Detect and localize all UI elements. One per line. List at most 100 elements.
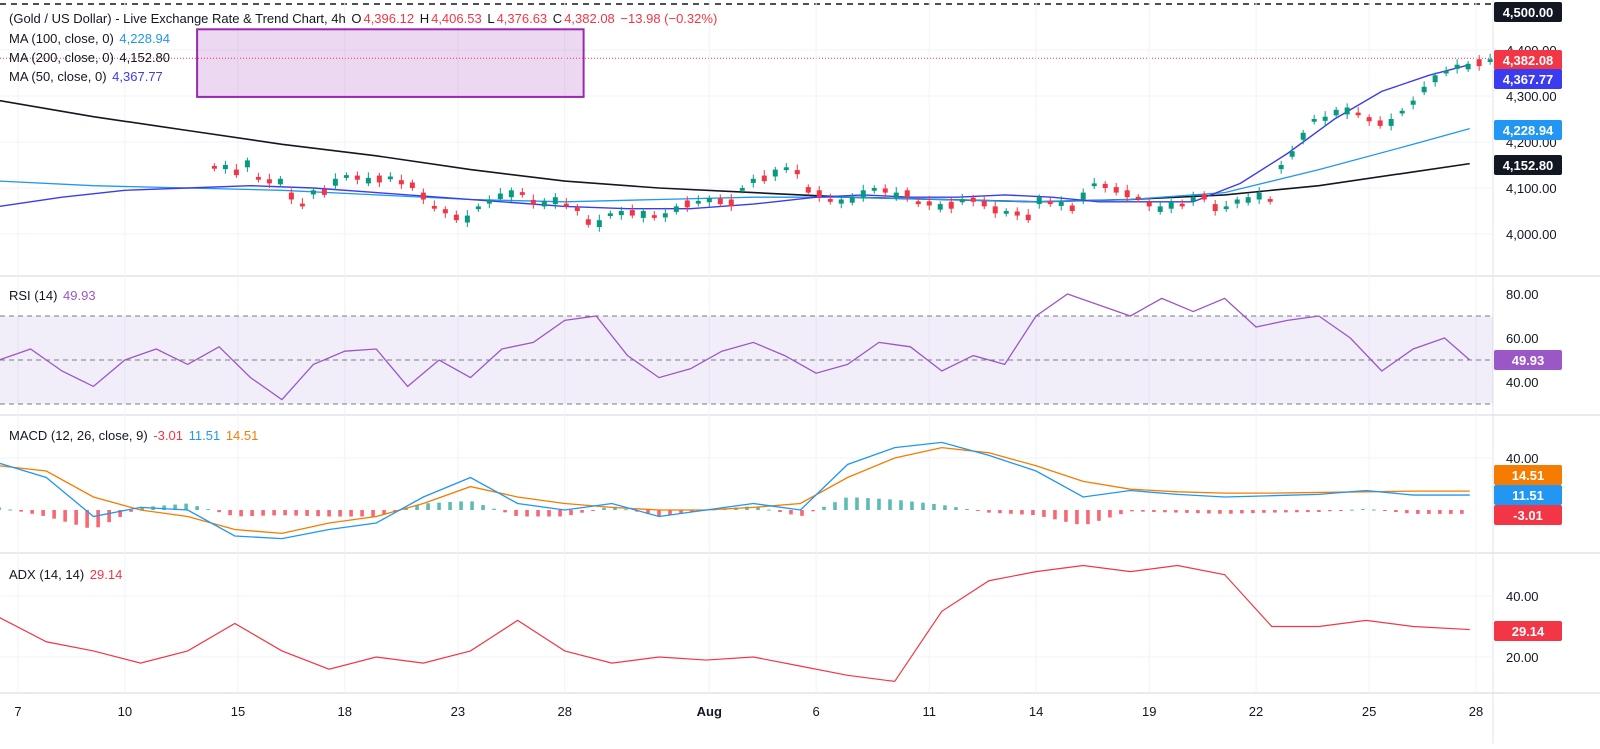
price-badge-label: 29.14 xyxy=(1512,624,1545,639)
macd-histogram-bar xyxy=(107,510,111,523)
candle-body xyxy=(1278,165,1284,170)
candle-body xyxy=(420,192,426,200)
macd-histogram-bar xyxy=(19,510,23,512)
time-tick-label: 28 xyxy=(558,704,572,719)
price-badge xyxy=(1494,2,1562,22)
price-badge-label: 14.51 xyxy=(1512,468,1545,483)
candle-body xyxy=(1366,117,1372,122)
candle-body xyxy=(1234,199,1240,204)
macd-histogram-bar xyxy=(910,501,914,510)
macd-histogram-bar xyxy=(1053,510,1057,520)
candle-body xyxy=(1014,211,1020,216)
candle-body xyxy=(1190,197,1196,202)
candle-body xyxy=(1036,197,1042,205)
candle-body xyxy=(629,210,635,216)
candle-body xyxy=(805,187,811,193)
macd-histogram-bar xyxy=(855,497,859,510)
ma100-legend: MA (100, close, 0) 4,228.94 xyxy=(9,31,172,46)
candle-body xyxy=(1212,204,1218,211)
macd-histogram-bar xyxy=(965,508,969,510)
macd-histogram-bar xyxy=(1405,510,1409,514)
candle-body xyxy=(959,199,965,203)
macd-histogram-bar xyxy=(844,497,848,510)
adx-tick-label: 20.00 xyxy=(1506,650,1539,665)
macd-histogram-bar xyxy=(1350,509,1354,511)
macd-histogram-bar xyxy=(1229,510,1233,514)
candle-body xyxy=(277,178,283,185)
macd-histogram-bar xyxy=(536,510,540,517)
time-tick-label: 22 xyxy=(1249,704,1263,719)
candle-body xyxy=(1399,110,1405,114)
candle-body xyxy=(816,190,822,198)
candle-body xyxy=(827,199,833,202)
macd-histogram-bar xyxy=(30,510,34,514)
candle-body xyxy=(1091,183,1097,187)
macd-histogram-bar xyxy=(866,498,870,510)
macd-histogram-bar xyxy=(1031,510,1035,516)
macd-histogram-bar xyxy=(822,506,826,510)
ma200-line xyxy=(0,99,1470,203)
macd-histogram-bar xyxy=(118,510,122,517)
macd-histogram-bar xyxy=(789,510,793,515)
candle-body xyxy=(475,206,481,210)
time-tick-label: 23 xyxy=(451,704,465,719)
macd-histogram-bar xyxy=(1174,510,1178,513)
time-tick-label: 19 xyxy=(1142,704,1156,719)
macd-histogram-bar xyxy=(1119,510,1123,515)
adx-label: ADX (14, 14) xyxy=(9,567,85,582)
candle-body xyxy=(673,206,679,212)
candle-body xyxy=(321,189,327,195)
candle-body xyxy=(222,165,228,170)
candle-body xyxy=(937,204,943,210)
price-badge-label: 49.93 xyxy=(1512,353,1545,368)
macd-histogram-bar xyxy=(96,510,100,528)
candle-body xyxy=(948,201,954,209)
macd-histogram-bar xyxy=(525,510,529,517)
candle-body xyxy=(849,197,855,203)
rsi-tick-label: 40.00 xyxy=(1506,375,1539,390)
macd-histogram-bar xyxy=(1196,510,1200,514)
macd-histogram-bar xyxy=(602,507,606,510)
candle-body xyxy=(541,200,547,207)
price-tick-label: 4,100.00 xyxy=(1506,181,1557,196)
price-badge-label: 4,382.08 xyxy=(1503,53,1554,68)
macd-histogram-bar xyxy=(569,510,573,516)
candle-body xyxy=(354,175,360,180)
macd-histogram-bar xyxy=(195,506,199,510)
macd-histogram-bar xyxy=(811,510,815,512)
ma100-line xyxy=(0,128,1470,203)
high-label: H xyxy=(419,11,430,26)
candle-body xyxy=(981,200,987,207)
price-badge xyxy=(1494,485,1562,505)
price-badge xyxy=(1494,621,1562,641)
candle-body xyxy=(1179,203,1185,207)
candle-body xyxy=(1113,187,1119,193)
candle-body xyxy=(299,203,305,207)
macd-histogram-bar xyxy=(140,507,144,510)
candle-body xyxy=(1047,201,1053,205)
candle-body xyxy=(838,199,844,204)
candle-body xyxy=(1344,107,1350,115)
candle-body xyxy=(1377,120,1383,126)
open-label: O xyxy=(351,11,362,26)
macd-histogram-bar xyxy=(162,505,166,510)
candle-body xyxy=(464,215,470,223)
rsi-line xyxy=(0,293,1471,401)
candle-body xyxy=(1388,119,1394,126)
candle-body xyxy=(607,213,613,217)
macd-histogram-bar xyxy=(514,510,518,516)
macd-histogram-bar xyxy=(129,510,133,512)
macd-histogram-bar xyxy=(1108,510,1112,518)
macd-signal-line xyxy=(0,446,1470,535)
candle-body xyxy=(794,170,800,175)
adx-tick-label: 40.00 xyxy=(1506,589,1539,604)
candle-body xyxy=(497,193,503,200)
candle-body xyxy=(376,175,382,183)
candle-body xyxy=(1102,183,1108,188)
macd-histogram-bar xyxy=(481,505,485,510)
macd-histogram-bar xyxy=(800,510,804,516)
macd-histogram-bar xyxy=(1141,510,1145,512)
macd-histogram-bar xyxy=(1306,510,1310,513)
